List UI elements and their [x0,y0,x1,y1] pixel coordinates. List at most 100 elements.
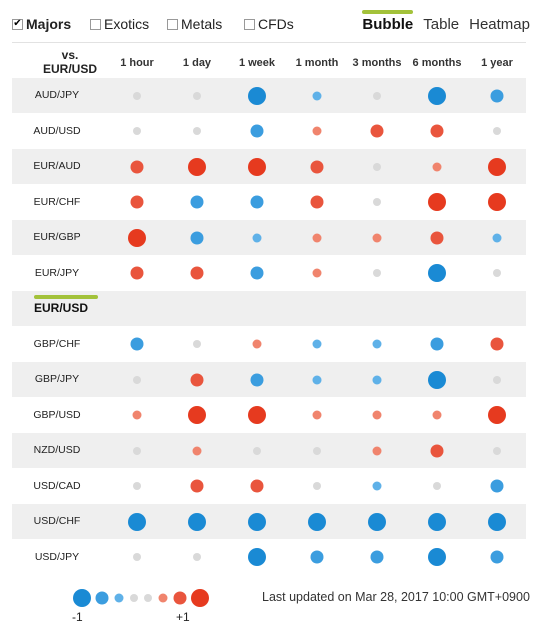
correlation-bubble[interactable] [430,337,444,351]
majors-checkbox[interactable]: ✔ [12,18,23,30]
correlation-bubble[interactable] [370,124,384,138]
correlation-bubble[interactable] [312,339,322,349]
correlation-bubble[interactable] [308,512,326,531]
correlation-bubble[interactable] [130,195,144,209]
correlation-bubble[interactable] [373,198,381,207]
correlation-bubble[interactable] [430,124,444,138]
correlation-bubble[interactable] [128,512,146,531]
correlation-bubble[interactable] [370,550,384,564]
correlation-bubble[interactable] [493,127,501,136]
correlation-bubble[interactable] [430,231,444,245]
filter-exotics[interactable]: Exotics [90,16,149,32]
correlation-bubble[interactable] [130,266,144,280]
correlation-bubble[interactable] [253,446,261,455]
correlation-bubble[interactable] [312,268,322,278]
correlation-bubble[interactable] [428,193,446,212]
filter-metals[interactable]: Metals [167,16,222,32]
correlation-bubble[interactable] [190,195,204,209]
correlation-bubble[interactable] [373,162,381,171]
correlation-bubble[interactable] [372,410,382,420]
correlation-bubble[interactable] [310,550,324,564]
correlation-bubble[interactable] [250,266,264,280]
correlation-bubble[interactable] [248,406,266,425]
correlation-bubble[interactable] [193,91,201,100]
correlation-bubble[interactable] [133,127,141,136]
correlation-bubble[interactable] [490,479,504,493]
correlation-bubble[interactable] [430,444,444,458]
correlation-bubble[interactable] [428,548,446,567]
view-bubble[interactable]: Bubble [362,10,414,33]
view-heatmap[interactable]: Heatmap [469,16,530,33]
correlation-bubble[interactable] [190,479,204,493]
correlation-bubble[interactable] [433,482,441,491]
correlation-bubble[interactable] [133,553,141,562]
correlation-bubble[interactable] [490,550,504,564]
correlation-bubble[interactable] [490,337,504,351]
correlation-bubble[interactable] [432,162,442,172]
correlation-bubble[interactable] [190,373,204,387]
correlation-bubble[interactable] [133,482,141,491]
correlation-bubble[interactable] [488,193,506,212]
correlation-bubble[interactable] [248,512,266,531]
filter-majors[interactable]: ✔ Majors [12,16,71,32]
correlation-bubble[interactable] [250,479,264,493]
correlation-bubble[interactable] [130,160,144,174]
correlation-bubble[interactable] [248,548,266,567]
correlation-bubble[interactable] [312,126,322,136]
correlation-bubble[interactable] [493,269,501,278]
correlation-bubble[interactable] [490,89,504,103]
correlation-bubble[interactable] [130,337,144,351]
correlation-bubble[interactable] [372,375,382,385]
correlation-bubble[interactable] [133,446,141,455]
correlation-bubble[interactable] [313,482,321,491]
correlation-bubble[interactable] [193,340,201,349]
correlation-bubble[interactable] [432,410,442,420]
correlation-bubble[interactable] [313,446,321,455]
correlation-bubble[interactable] [132,410,142,420]
correlation-bubble[interactable] [312,375,322,385]
correlation-bubble[interactable] [250,124,264,138]
correlation-bubble[interactable] [493,446,501,455]
correlation-bubble[interactable] [312,410,322,420]
correlation-bubble[interactable] [372,446,382,456]
exotics-checkbox[interactable] [90,18,101,30]
cfds-checkbox[interactable] [244,18,255,30]
correlation-bubble[interactable] [188,157,206,176]
correlation-bubble[interactable] [372,481,382,491]
correlation-bubble[interactable] [373,91,381,100]
correlation-bubble[interactable] [190,266,204,280]
metals-checkbox[interactable] [167,18,178,30]
correlation-bubble[interactable] [252,339,262,349]
correlation-bubble[interactable] [428,370,446,389]
correlation-bubble[interactable] [488,512,506,531]
correlation-bubble[interactable] [188,512,206,531]
correlation-bubble[interactable] [310,160,324,174]
correlation-bubble[interactable] [372,339,382,349]
correlation-bubble[interactable] [250,195,264,209]
correlation-bubble[interactable] [428,512,446,531]
correlation-bubble[interactable] [310,195,324,209]
correlation-bubble[interactable] [133,375,141,384]
correlation-bubble[interactable] [193,553,201,562]
correlation-bubble[interactable] [133,91,141,100]
correlation-bubble[interactable] [128,228,146,247]
correlation-bubble[interactable] [428,264,446,283]
correlation-bubble[interactable] [248,86,266,105]
correlation-bubble[interactable] [428,86,446,105]
correlation-bubble[interactable] [188,406,206,425]
correlation-bubble[interactable] [192,446,202,456]
filter-cfds[interactable]: CFDs [244,16,294,32]
correlation-bubble[interactable] [488,157,506,176]
correlation-bubble[interactable] [312,233,322,243]
correlation-bubble[interactable] [312,91,322,101]
correlation-bubble[interactable] [193,127,201,136]
correlation-bubble[interactable] [250,373,264,387]
correlation-bubble[interactable] [492,233,502,243]
correlation-bubble[interactable] [190,231,204,245]
correlation-bubble[interactable] [488,406,506,425]
correlation-bubble[interactable] [368,512,386,531]
correlation-bubble[interactable] [493,375,501,384]
correlation-bubble[interactable] [373,269,381,278]
correlation-bubble[interactable] [248,157,266,176]
correlation-bubble[interactable] [372,233,382,243]
